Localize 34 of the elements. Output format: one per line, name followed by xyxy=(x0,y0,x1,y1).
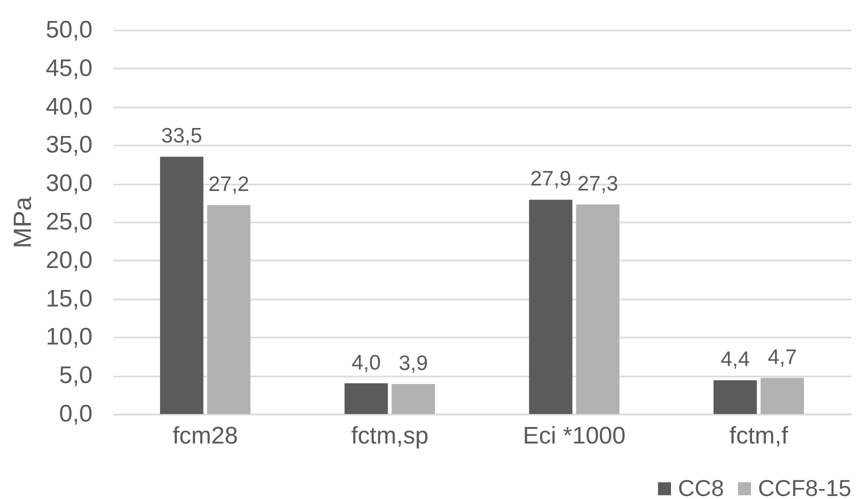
x-tick-label: fctm,f xyxy=(729,422,788,450)
data-label: 4,0 xyxy=(352,351,381,374)
y-tick-label: 35,0 xyxy=(46,132,92,159)
data-label: 4,4 xyxy=(720,348,750,372)
y-tick-label: 15,0 xyxy=(46,285,92,312)
y-tick-label: 5,0 xyxy=(59,362,92,390)
bar xyxy=(529,200,572,414)
y-tick-label: 20,0 xyxy=(46,246,92,274)
data-label: 27,2 xyxy=(208,173,250,196)
bar xyxy=(207,205,250,414)
y-tick-label: 40,0 xyxy=(46,93,92,120)
bar xyxy=(714,380,757,414)
bar xyxy=(344,383,388,414)
x-tick-label: fcm28 xyxy=(172,422,238,450)
x-tick-label: fctm,sp xyxy=(351,422,428,450)
bar xyxy=(160,156,204,414)
data-label: 27,3 xyxy=(577,172,618,196)
legend-label: CC8 xyxy=(678,474,724,499)
data-label: 4,7 xyxy=(768,346,797,369)
y-tick-label: 10,0 xyxy=(46,324,92,351)
y-tick-label: 25,0 xyxy=(46,208,92,236)
y-axis-title: MPa xyxy=(8,196,37,248)
bar xyxy=(760,378,804,414)
x-tick-label: Eci *1000 xyxy=(522,422,626,450)
y-tick-label: 50,0 xyxy=(46,16,92,44)
y-tick-label: 0,0 xyxy=(59,400,92,428)
y-tick-label: 30,0 xyxy=(46,170,92,198)
data-label: 3,9 xyxy=(398,352,428,376)
y-tick-label: 45,0 xyxy=(46,54,92,82)
data-label: 33,5 xyxy=(161,124,202,148)
data-label: 27,9 xyxy=(530,168,572,191)
bar xyxy=(392,384,435,414)
legend-label: CCF8-15 xyxy=(758,474,852,499)
bar xyxy=(576,204,620,414)
